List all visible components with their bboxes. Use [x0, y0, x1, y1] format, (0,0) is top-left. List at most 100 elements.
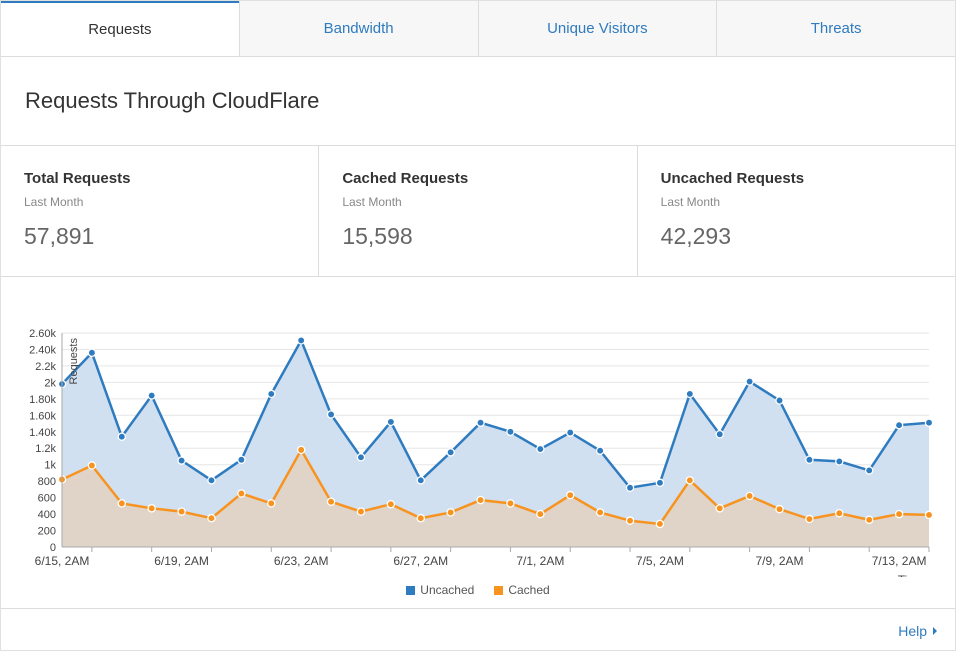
- x-axis-title: Time: [898, 573, 925, 577]
- data-point-cached: [864, 515, 874, 525]
- data-point-uncached: [924, 418, 934, 427]
- data-point-cached: [476, 495, 485, 505]
- stat-uncached-requests: Uncached Requests Last Month 42,293: [636, 146, 955, 276]
- data-point-cached: [416, 513, 426, 523]
- data-point-cached: [506, 499, 515, 508]
- data-point-cached: [894, 509, 904, 519]
- tab-unique-visitors[interactable]: Unique Visitors: [477, 1, 717, 56]
- data-point-uncached: [864, 466, 874, 475]
- caret-right-icon: [933, 627, 937, 635]
- data-point-cached: [326, 497, 336, 506]
- y-tick-label: 1k: [44, 460, 56, 472]
- data-point-uncached: [775, 396, 784, 405]
- tab-threats[interactable]: Threats: [716, 1, 955, 56]
- data-point-uncached: [685, 389, 695, 399]
- x-tick-label: 7/1, 2AM: [516, 554, 564, 568]
- x-tick-label: 7/9, 2AM: [756, 554, 804, 568]
- data-point-cached: [715, 504, 724, 513]
- legend-item-uncached[interactable]: Uncached: [406, 583, 474, 597]
- data-point-cached: [745, 491, 754, 501]
- stat-label: Cached Requests: [342, 170, 469, 187]
- data-point-uncached: [147, 391, 156, 400]
- stat-label: Uncached Requests: [660, 170, 805, 187]
- stat-period: Last Month: [24, 195, 84, 209]
- stat-period: Last Month: [660, 195, 721, 209]
- data-point-cached: [536, 509, 545, 519]
- data-point-uncached: [207, 476, 216, 485]
- stat-value: 57,891: [24, 223, 95, 249]
- y-tick-label: 1.80k: [29, 394, 56, 406]
- page-title: Requests Through CloudFlare: [25, 88, 320, 113]
- stat-period: Last Month: [342, 195, 402, 209]
- y-tick-label: 800: [38, 476, 56, 488]
- data-point-uncached: [446, 448, 455, 457]
- data-point-uncached: [715, 429, 724, 439]
- x-tick-label: 6/27, 2AM: [393, 554, 448, 568]
- data-point-uncached: [386, 417, 396, 427]
- data-point-uncached: [625, 483, 635, 492]
- series-area-cached: [62, 449, 929, 547]
- data-point-cached: [655, 519, 665, 529]
- stat-value: 15,598: [342, 223, 413, 249]
- y-tick-label: 1.60k: [29, 410, 56, 422]
- data-point-cached: [87, 461, 97, 470]
- y-tick-label: 2.2k: [35, 361, 56, 373]
- stats-row: Total Requests Last Month 57,891 Cached …: [1, 146, 955, 277]
- y-axis-title: Requests: [68, 338, 80, 385]
- stat-label: Total Requests: [24, 170, 131, 187]
- data-point-uncached: [506, 427, 515, 437]
- y-tick-label: 0: [50, 542, 56, 554]
- x-tick-label: 6/15, 2AM: [35, 554, 90, 568]
- data-point-uncached: [416, 476, 426, 485]
- x-tick-label: 7/13, 2AM: [872, 554, 927, 568]
- x-tick-label: 6/23, 2AM: [274, 554, 329, 568]
- data-point-uncached: [267, 389, 276, 399]
- data-point-cached: [177, 507, 186, 516]
- data-point-cached: [207, 513, 216, 523]
- data-point-uncached: [745, 377, 754, 386]
- stat-value: 42,293: [660, 223, 732, 249]
- data-point-uncached: [87, 348, 97, 358]
- y-tick-label: 1.40k: [29, 427, 56, 439]
- data-point-uncached: [237, 455, 246, 465]
- chart-canvas: 0 200 400 600 800 1k 1.2k 1.40k 1.60k 1.80k 2k 2.2k…: [29, 328, 934, 587]
- data-point-uncached: [805, 455, 814, 465]
- panel-footer: Help: [1, 609, 955, 654]
- data-point-uncached: [595, 446, 605, 455]
- data-point-uncached: [326, 410, 336, 419]
- data-point-uncached: [296, 336, 306, 345]
- y-tick-label: 400: [38, 509, 56, 521]
- data-point-uncached: [655, 478, 665, 488]
- tab-requests[interactable]: Requests: [1, 1, 239, 56]
- y-tick-label: 200: [38, 526, 56, 538]
- data-point-cached: [565, 490, 575, 500]
- legend-item-cached[interactable]: Cached: [494, 583, 550, 597]
- legend-label: Uncached: [420, 583, 475, 597]
- data-point-cached: [805, 514, 814, 524]
- title-area: Requests Through CloudFlare: [1, 57, 955, 146]
- help-label: Help: [898, 623, 927, 639]
- chart-legend: Uncached Cached: [1, 583, 955, 597]
- data-point-uncached: [894, 420, 904, 430]
- data-point-uncached: [356, 453, 366, 462]
- cached-swatch: [494, 585, 504, 595]
- data-point-cached: [595, 508, 605, 517]
- data-point-cached: [446, 508, 455, 517]
- y-tick-label: 2.60k: [29, 328, 56, 340]
- data-point-cached: [924, 510, 934, 520]
- tab-bandwidth[interactable]: Bandwidth: [238, 1, 478, 56]
- data-point-uncached: [536, 444, 545, 454]
- data-point-cached: [296, 445, 306, 455]
- requests-chart: 0 200 400 600 800 1k 1.2k 1.40k 1.60k 1.80k 2k 2.2k…: [1, 277, 955, 609]
- stat-cached-requests: Cached Requests Last Month 15,598: [318, 146, 636, 276]
- data-point-cached: [356, 507, 366, 516]
- data-point-cached: [237, 489, 246, 498]
- data-point-cached: [117, 499, 127, 508]
- data-point-cached: [835, 509, 844, 518]
- help-link[interactable]: Help: [898, 623, 937, 639]
- legend-label: Cached: [508, 583, 550, 597]
- y-tick-label: 2.40k: [29, 344, 56, 356]
- y-tick-label: 1.2k: [35, 443, 56, 455]
- series-line-uncached: [61, 337, 930, 490]
- series-line-cached: [61, 447, 930, 526]
